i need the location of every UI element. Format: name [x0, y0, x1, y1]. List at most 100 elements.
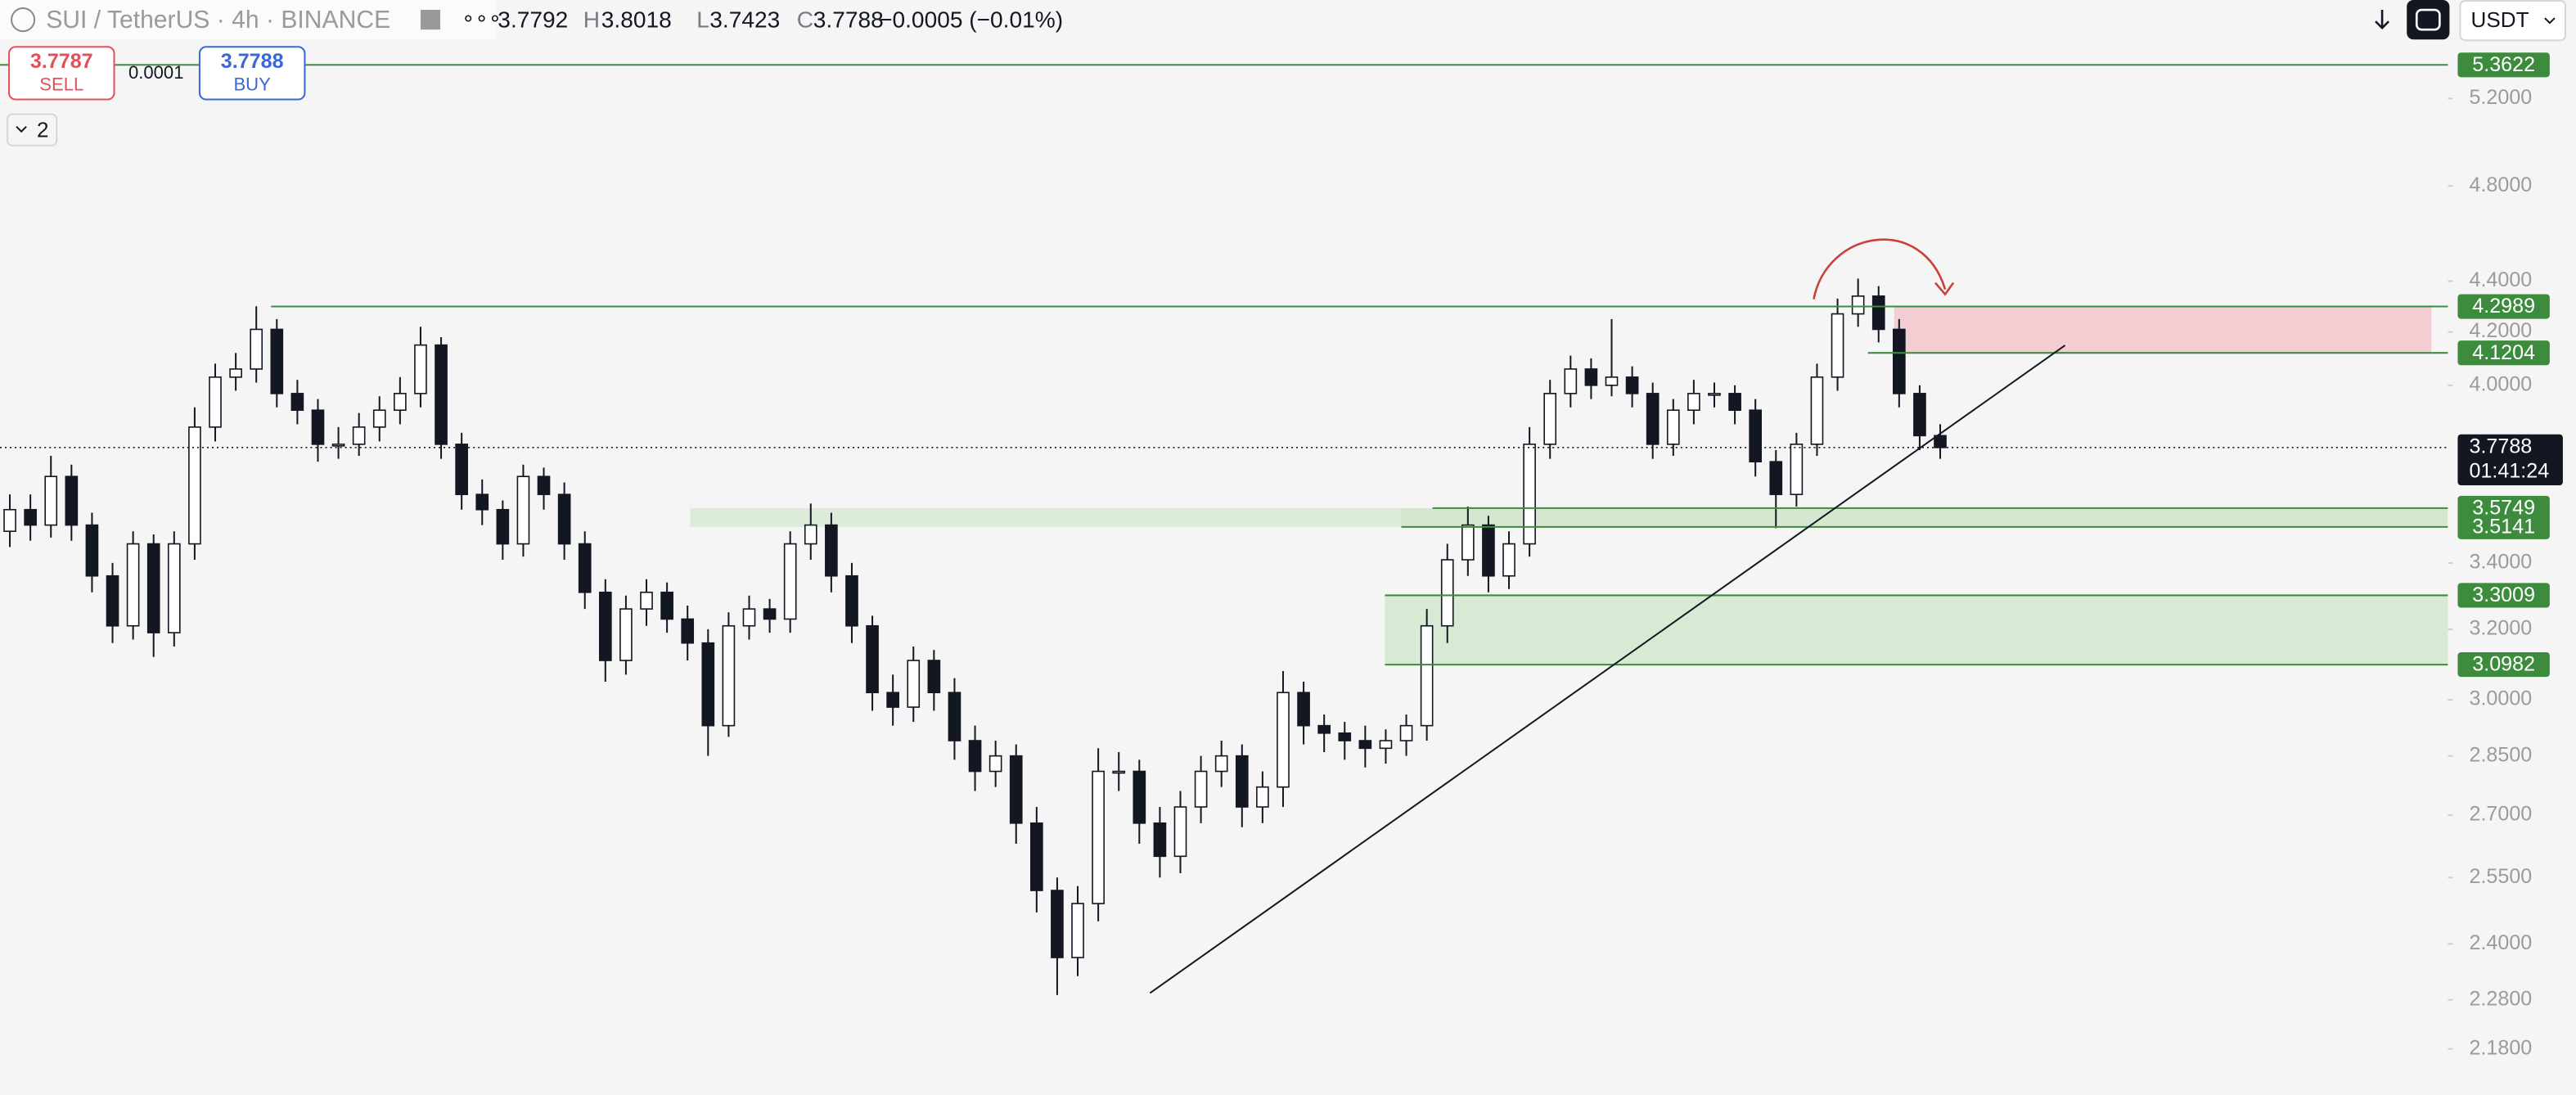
candle-body: [948, 692, 961, 741]
candle-body: [886, 692, 899, 708]
buy-button[interactable]: [198, 46, 306, 101]
zone: [1385, 595, 2448, 665]
candle-body: [1420, 624, 1434, 727]
candle-body: [1523, 444, 1536, 545]
level-label: 4.2989: [2472, 295, 2535, 318]
candle-body: [1934, 435, 1947, 448]
candle-body: [311, 409, 325, 445]
y-tick-label: 2.8500: [2470, 743, 2533, 766]
candle-body: [1214, 755, 1228, 773]
y-tick-label: 5.2000: [2470, 86, 2533, 109]
sell-button[interactable]: [8, 46, 115, 101]
candle-body: [1913, 393, 1926, 437]
candle-body: [598, 591, 612, 661]
fullscreen-button[interactable]: [2407, 0, 2450, 40]
trend-line: [1149, 345, 2066, 994]
candle-body: [681, 618, 695, 644]
candle-body: [1564, 368, 1578, 394]
low-label: L: [696, 7, 709, 33]
sell-price: 3.7787: [30, 50, 93, 73]
candle-body: [1399, 724, 1413, 741]
candle-body: [1482, 524, 1495, 577]
candle-body: [866, 624, 879, 694]
y-tick-label: 4.4000: [2470, 268, 2533, 291]
candle-body: [516, 475, 530, 545]
candle-body: [1502, 543, 1515, 577]
symbol[interactable]: SUI / TetherUS · 4h · BINANCE: [46, 7, 390, 34]
candle-body: [1728, 393, 1741, 412]
high-label: H: [583, 7, 600, 33]
price-axis: 5.2000 4.8000 4.4000 4.2000 4.0000 3.4000 3.20…: [2448, 0, 2576, 1095]
candle-body: [229, 368, 242, 378]
candle-body: [1749, 409, 1763, 462]
flag-icon[interactable]: [420, 10, 441, 30]
candle-body: [1029, 822, 1043, 891]
candle-body: [414, 344, 427, 394]
countdown: 01:41:24: [2470, 460, 2550, 483]
y-tick-label: 4.8000: [2470, 173, 2533, 196]
candle-body: [65, 475, 79, 526]
candle-body: [1646, 393, 1660, 445]
candle-body: [1584, 368, 1598, 386]
y-tick-label: 2.1800: [2470, 1036, 2533, 1059]
candle-body: [1461, 524, 1475, 561]
candle-body: [907, 660, 921, 708]
y-tick-label: 2.5500: [2470, 865, 2533, 888]
candle-body: [1235, 755, 1249, 808]
download-button[interactable]: [2375, 10, 2390, 29]
candle-body: [1277, 692, 1290, 788]
low-value: 3.7423: [709, 7, 780, 33]
candle-body: [640, 591, 653, 610]
candle-body: [24, 508, 37, 526]
candle-body: [352, 426, 366, 445]
fullscreen-icon: [2415, 8, 2441, 31]
axis-background: [2448, 0, 2576, 1095]
plot: [0, 64, 2458, 995]
y-tick-label: 3.2000: [2470, 617, 2533, 640]
symbol-box[interactable]: [0, 0, 497, 40]
zone: [690, 507, 1402, 527]
buy-label: BUY: [233, 74, 271, 94]
y-tick-label: 3.4000: [2470, 551, 2533, 574]
candle-body: [1051, 890, 1064, 958]
candle-body: [331, 444, 345, 447]
arrow-head: [1934, 282, 1955, 296]
candle-body: [845, 575, 858, 627]
more-icon[interactable]: ∘∘∘: [462, 6, 502, 30]
candle-body: [722, 624, 736, 727]
candle-body: [1666, 409, 1680, 445]
indicators-toggle[interactable]: [7, 113, 58, 146]
candle-body: [250, 328, 263, 370]
candle-body: [1893, 328, 1906, 394]
candle-body: [270, 328, 284, 394]
y-tick-label: 2.2800: [2470, 987, 2533, 1010]
candle-body: [85, 524, 99, 577]
candle-body: [1112, 770, 1126, 774]
y-tick-label: 4.0000: [2470, 372, 2533, 395]
candle-body: [1297, 692, 1310, 727]
currency-chevron: [2544, 17, 2556, 25]
zone: [1894, 306, 2432, 354]
candle-body: [106, 575, 119, 627]
candle-body: [557, 493, 571, 545]
candle-body: [1625, 376, 1639, 394]
candle-body: [742, 608, 756, 627]
candle-body: [660, 591, 673, 620]
last-price-label: 3.7788: [2470, 435, 2533, 457]
candle-body: [126, 543, 140, 627]
candle-body: [1153, 822, 1167, 858]
candle-body: [435, 344, 448, 445]
level-badge: [2457, 495, 2550, 520]
candle-body: [783, 543, 797, 620]
buy-price: 3.7788: [221, 50, 284, 73]
candle-body: [44, 475, 58, 526]
currency-select[interactable]: [2459, 0, 2566, 42]
y-tick-label: 4.2000: [2470, 319, 2533, 342]
candle-body: [209, 376, 222, 428]
candle-body: [1810, 376, 1824, 445]
level-badge: [2457, 340, 2550, 366]
level-badge: [2457, 583, 2550, 608]
high-value: 3.8018: [601, 7, 672, 33]
